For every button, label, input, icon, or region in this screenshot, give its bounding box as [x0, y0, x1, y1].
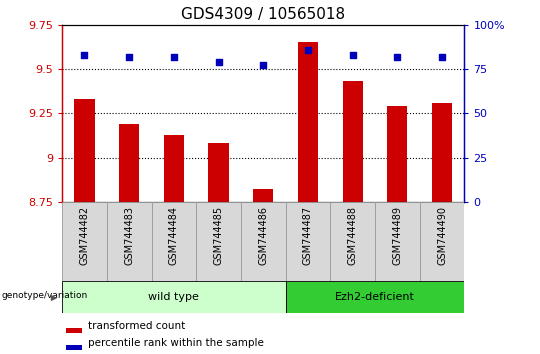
FancyBboxPatch shape [330, 202, 375, 281]
Bar [66, 328, 82, 333]
Text: GSM744484: GSM744484 [169, 206, 179, 265]
Point [348, 52, 357, 58]
Text: GSM744489: GSM744489 [393, 206, 402, 265]
Text: wild type: wild type [148, 292, 199, 302]
FancyBboxPatch shape [420, 202, 464, 281]
Bar [119, 124, 139, 202]
FancyBboxPatch shape [196, 202, 241, 281]
Text: GSM744487: GSM744487 [303, 206, 313, 265]
Bar [75, 99, 94, 202]
Bar [298, 42, 318, 202]
Bar [66, 346, 82, 350]
FancyBboxPatch shape [107, 202, 152, 281]
Text: GSM744485: GSM744485 [213, 206, 224, 265]
Text: GSM744490: GSM744490 [437, 206, 447, 265]
Title: GDS4309 / 10565018: GDS4309 / 10565018 [181, 7, 345, 22]
Point [438, 54, 447, 59]
Bar [432, 103, 452, 202]
Text: genotype/variation: genotype/variation [1, 291, 87, 300]
Bar [253, 189, 273, 202]
FancyBboxPatch shape [286, 202, 330, 281]
Text: Ezh2-deficient: Ezh2-deficient [335, 292, 415, 302]
Text: GSM744482: GSM744482 [79, 206, 90, 265]
Bar [164, 135, 184, 202]
Bar [208, 143, 228, 202]
FancyBboxPatch shape [62, 281, 286, 313]
Point [80, 52, 89, 58]
Bar [387, 106, 407, 202]
FancyBboxPatch shape [286, 281, 464, 313]
Text: percentile rank within the sample: percentile rank within the sample [88, 338, 264, 348]
Text: GSM744483: GSM744483 [124, 206, 134, 265]
Point [125, 54, 133, 59]
Text: GSM744486: GSM744486 [258, 206, 268, 265]
Point [170, 54, 178, 59]
Bar [342, 81, 363, 202]
Point [259, 63, 268, 68]
Point [303, 47, 312, 52]
Text: transformed count: transformed count [88, 321, 186, 331]
FancyBboxPatch shape [62, 202, 107, 281]
Point [214, 59, 223, 65]
Point [393, 54, 402, 59]
FancyBboxPatch shape [375, 202, 420, 281]
Text: GSM744488: GSM744488 [348, 206, 357, 265]
FancyBboxPatch shape [152, 202, 196, 281]
FancyBboxPatch shape [241, 202, 286, 281]
